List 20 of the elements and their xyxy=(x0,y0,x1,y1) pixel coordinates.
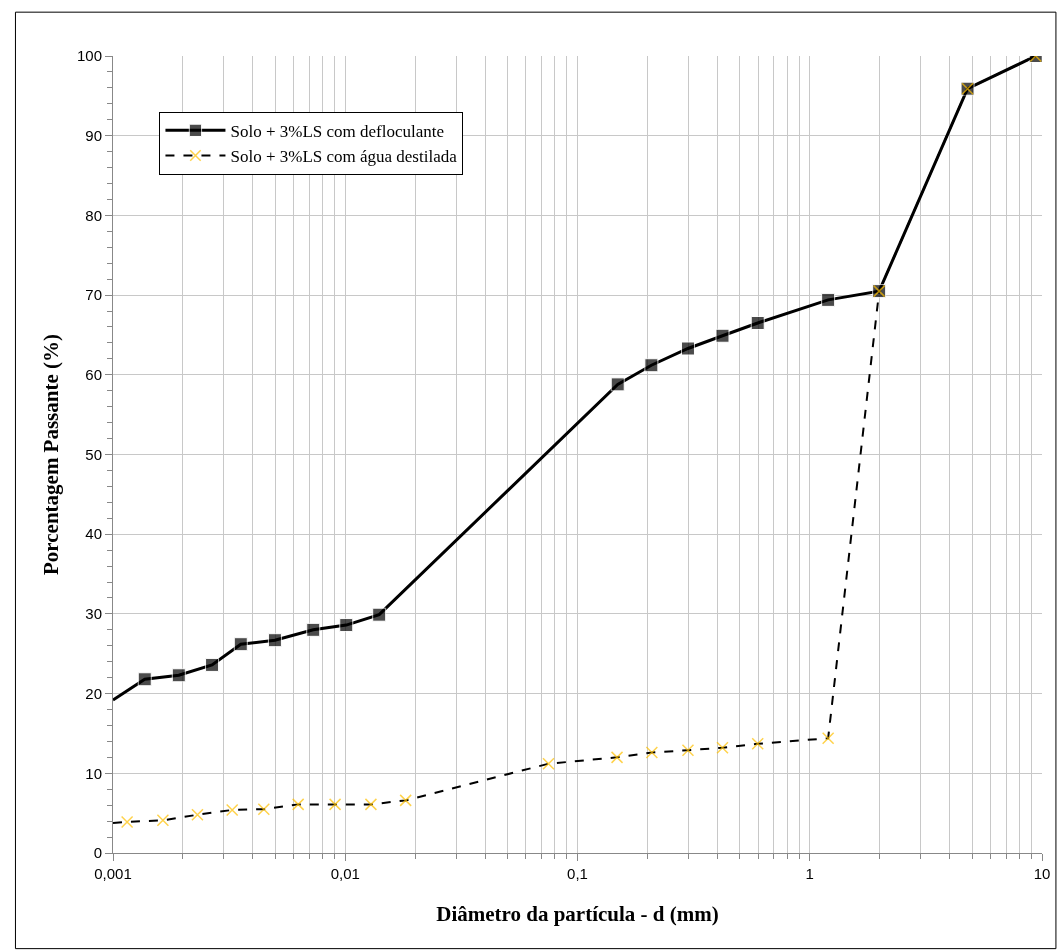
y-tick-label: 80 xyxy=(85,206,102,224)
x-tick-label: 0,01 xyxy=(330,865,360,882)
x-tick-label: 1 xyxy=(805,865,814,882)
y-tick-label: 0 xyxy=(93,844,102,862)
legend-label: Solo + 3%LS com água destilada xyxy=(230,147,458,167)
y-tick-label: 40 xyxy=(85,525,102,543)
y-tick-label: 10 xyxy=(85,764,102,782)
x-axis-title: Diâmetro da partícula - d (mm) xyxy=(436,902,719,927)
legend-label: Solo + 3%LS com defloculante xyxy=(230,121,444,141)
y-axis-title: Porcentagem Passante (%) xyxy=(39,333,64,576)
y-tick-label: 50 xyxy=(85,445,102,463)
y-tick-label: 60 xyxy=(85,366,102,384)
y-tick-label: 70 xyxy=(85,286,102,304)
x-tick-label: 0,1 xyxy=(567,865,588,882)
y-tick-label: 30 xyxy=(85,605,102,623)
x-tick-label: 0,001 xyxy=(94,865,132,882)
y-tick-label: 20 xyxy=(85,684,102,702)
y-tick-label: 90 xyxy=(85,126,102,144)
x-tick-label: 10 xyxy=(1033,865,1051,882)
y-tick-label: 100 xyxy=(76,47,102,65)
